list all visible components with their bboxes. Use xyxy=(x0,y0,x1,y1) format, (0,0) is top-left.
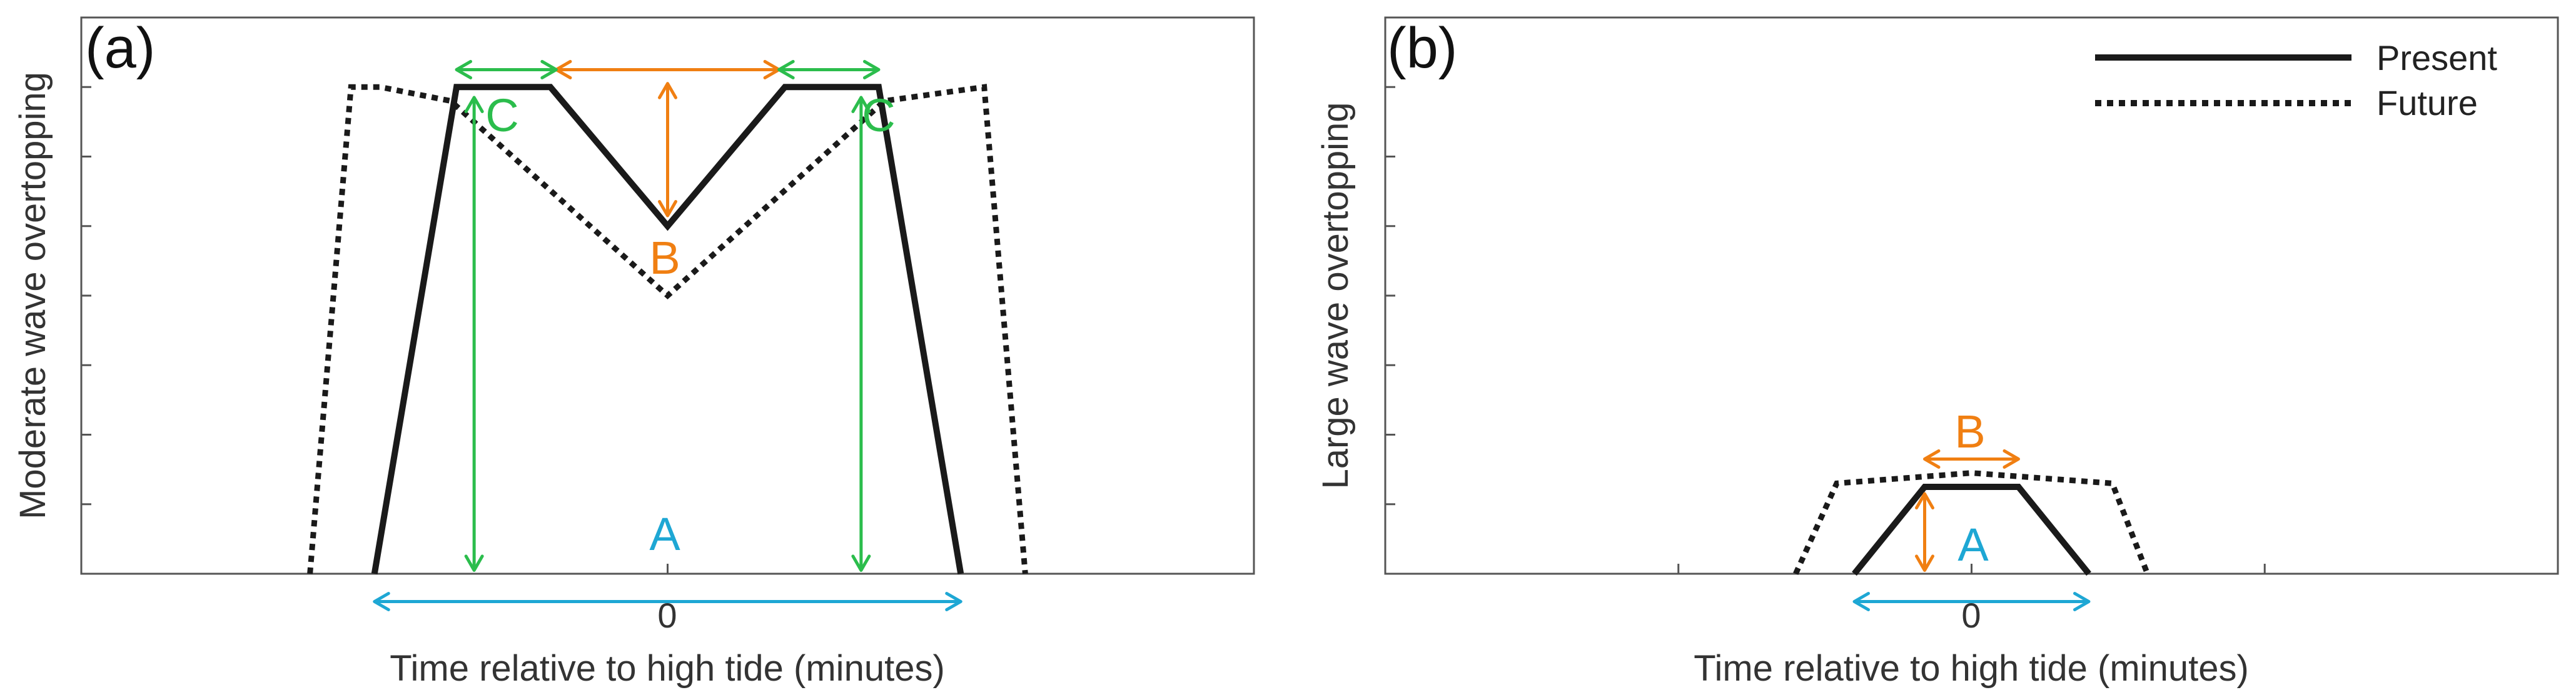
annotation-arrow-a-6-head-end xyxy=(851,554,871,572)
y-ticks-a xyxy=(81,86,91,506)
annotation-arrow-a-2-head-end xyxy=(658,200,677,218)
x-ticks-b xyxy=(1677,564,2266,574)
annotation-arrow-b-0-head-end xyxy=(2073,592,2091,611)
annotation-arrow-b-1-head-start xyxy=(1915,492,1934,510)
x-axis-label-b: Time relative to high tide (minutes) xyxy=(1694,648,2249,689)
annotations-a: A B C C xyxy=(373,59,962,611)
annotation-arrow-b-1-head-end xyxy=(1915,554,1934,572)
x-axis-label-a: Time relative to high tide (minutes) xyxy=(390,648,945,689)
annotations-b: AB xyxy=(1852,406,2091,611)
annotation-arrow-a-0-head-start xyxy=(373,592,390,611)
series-b xyxy=(1793,470,2150,576)
panel-label-b: (b) xyxy=(1387,16,1457,80)
panel-label-a: (a) xyxy=(85,16,155,80)
annotation-arrow-a-3-head-end xyxy=(540,59,558,79)
annotation-arrow-b-2-head-start xyxy=(1923,449,1941,469)
annotation-arrow-a-4-head-start xyxy=(777,59,795,79)
y-axis-label-b: Large wave overtopping xyxy=(1315,102,1356,489)
y-axis-label-a: Moderate wave overtopping xyxy=(13,72,53,519)
legend-label-future: Future xyxy=(2376,83,2478,122)
panel-b: AB (b) 0 Time relative to high tide (min… xyxy=(1315,16,2559,689)
series-line-present-a xyxy=(371,84,964,574)
annotation-label-B-a: B xyxy=(649,232,680,284)
x-ticks-a xyxy=(373,564,962,574)
annotation-label-A-a: A xyxy=(649,508,680,560)
panel-a: A B C C (a) 0 Time relative to high tide (m… xyxy=(13,16,1255,689)
annotation-arrow-a-6-head-start xyxy=(851,96,871,113)
series-line-future-b xyxy=(1793,470,2150,575)
annotation-arrow-a-2-head-start xyxy=(658,82,677,99)
x-tick-label-a: 0 xyxy=(657,596,677,635)
annotation-label-C-left-a: C xyxy=(485,89,518,141)
legend-label-present: Present xyxy=(2376,38,2497,78)
series-a xyxy=(307,84,1028,574)
annotation-arrow-a-4-head-end xyxy=(862,59,881,79)
annotation-label-C-right-a: C xyxy=(862,89,895,141)
annotation-arrow-a-0-head-end xyxy=(945,592,962,611)
x-tick-label-b: 0 xyxy=(1961,596,1981,635)
annotation-arrow-a-5-head-end xyxy=(464,554,484,572)
y-ticks-b xyxy=(1385,86,1395,506)
annotation-label-A-b: A xyxy=(1957,519,1989,571)
annotation-label-B-b: B xyxy=(1954,406,1985,458)
annotation-arrow-a-3-head-start xyxy=(455,59,473,79)
annotation-arrow-b-2-head-end xyxy=(2003,449,2020,469)
annotation-arrow-b-0-head-start xyxy=(1852,592,1871,611)
annotation-arrow-a-5-head-start xyxy=(464,96,484,113)
series-line-present-b xyxy=(1852,483,2091,576)
legend: Present Future xyxy=(2095,38,2497,122)
